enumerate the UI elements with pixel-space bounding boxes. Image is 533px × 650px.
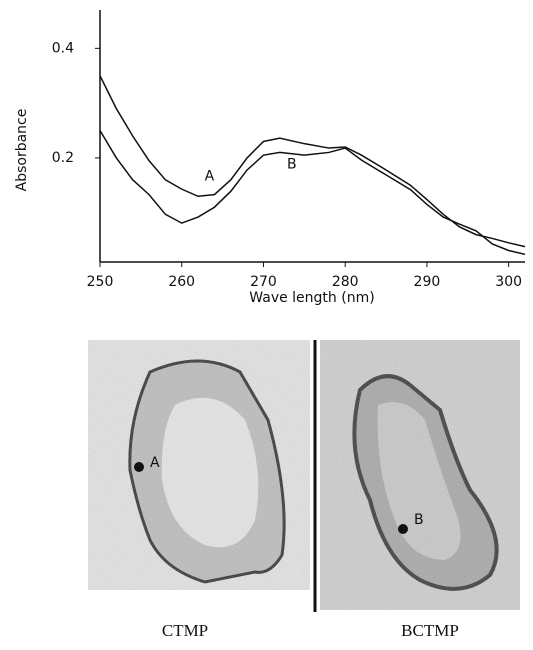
x-axis-label: Wave length (nm)	[249, 290, 374, 306]
marker-dot	[398, 524, 408, 534]
micrograph-ctmp: A	[88, 340, 310, 590]
series-label: B	[287, 156, 297, 172]
x-tick-label: 280	[332, 274, 359, 290]
x-tick-label: 300	[495, 274, 522, 290]
x-tick-label: 270	[250, 274, 277, 290]
y-axis-label: Absorbance	[14, 109, 30, 192]
x-tick-label: 250	[87, 274, 114, 290]
marker-dot	[134, 462, 144, 472]
marker-label: B	[414, 512, 424, 528]
line	[99, 75, 526, 248]
marker-label: A	[150, 455, 160, 471]
series-label: A	[205, 169, 215, 185]
x-tick-label: 260	[168, 274, 195, 290]
image-caption: BCTMP	[401, 621, 459, 640]
micrograph-bctmp: B	[320, 340, 520, 610]
x-tick-label: 290	[414, 274, 441, 290]
y-tick-label: 0.2	[52, 150, 74, 166]
line	[99, 130, 526, 256]
image-grain	[320, 340, 520, 610]
plot: 0.2 0.4 250 260 270 280 290 300 A B	[52, 40, 526, 290]
image-caption: CTMP	[162, 621, 208, 640]
y-tick-label: 0.4	[52, 40, 74, 56]
image-grain	[88, 340, 310, 590]
